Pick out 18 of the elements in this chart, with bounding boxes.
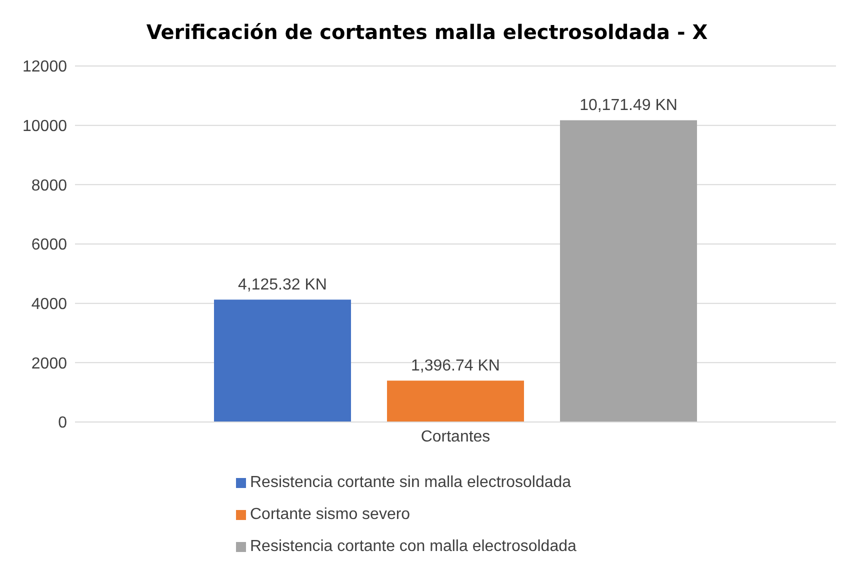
y-tick-label: 2000 — [31, 355, 68, 372]
y-tick-label: 8000 — [31, 177, 68, 194]
bar — [560, 120, 697, 422]
bar — [214, 300, 351, 422]
y-tick-label: 10000 — [22, 118, 68, 136]
data-label: 1,396.74 KN — [411, 358, 500, 375]
legend-label: Resistencia cortante sin malla electrosoldada — [249, 474, 572, 492]
data-label: 10,171.49 KN — [580, 97, 678, 114]
bar — [387, 380, 524, 422]
data-label: 4,125.32 KN — [238, 276, 327, 294]
y-tick-label: 4000 — [31, 296, 68, 314]
legend-label: Resistencia cortante con malla electrosoldada — [249, 538, 578, 556]
y-tick-label: 6000 — [31, 236, 68, 254]
y-tick-label: 12000 — [22, 58, 68, 76]
chart-title: Verificación de cortantes malla electrosoldada - X — [145, 19, 709, 46]
legend-label: Cortante sismo severo — [249, 506, 412, 524]
x-tick-label: Cortantes — [420, 428, 490, 446]
y-tick-label: 0 — [58, 414, 68, 432]
